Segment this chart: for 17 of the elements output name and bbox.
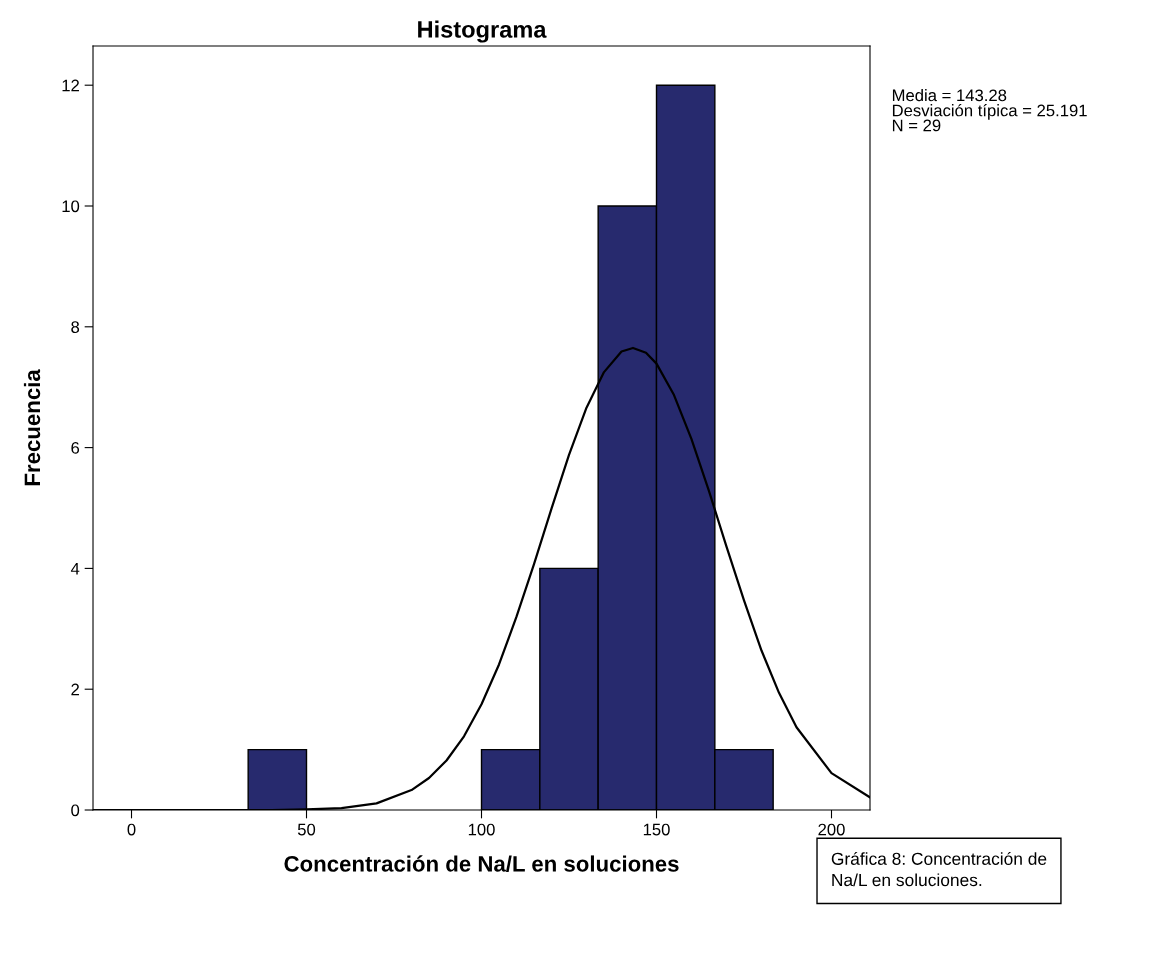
y-tick-label: 8	[71, 321, 80, 333]
y-tick-label: 2	[71, 683, 79, 696]
y-tick-label: 6	[71, 442, 80, 454]
chart-title: Histograma	[418, 20, 547, 43]
x-tick-label: 0	[127, 823, 136, 836]
x-tick-label: 200	[818, 823, 845, 836]
x-axis-title: Concentración de Na/L en soluciones	[284, 855, 679, 872]
y-tick-label: 0	[71, 804, 80, 817]
y-tick-label: 4	[70, 562, 80, 575]
y-tick-label: 12	[62, 79, 79, 92]
y-tick-label: 10	[62, 200, 80, 213]
text: Media = 143.28 Desviación típica = 25.191 N = 29	[892, 89, 1087, 132]
x-tick-label: 150	[643, 823, 670, 836]
y-axis-title: Frecuencia	[23, 369, 41, 486]
x-tick-label: 50	[297, 823, 316, 836]
x-tick-label: 100	[468, 823, 495, 836]
text: Gráfica 8: Concentración de Na/L en soluciones.	[831, 851, 1047, 887]
